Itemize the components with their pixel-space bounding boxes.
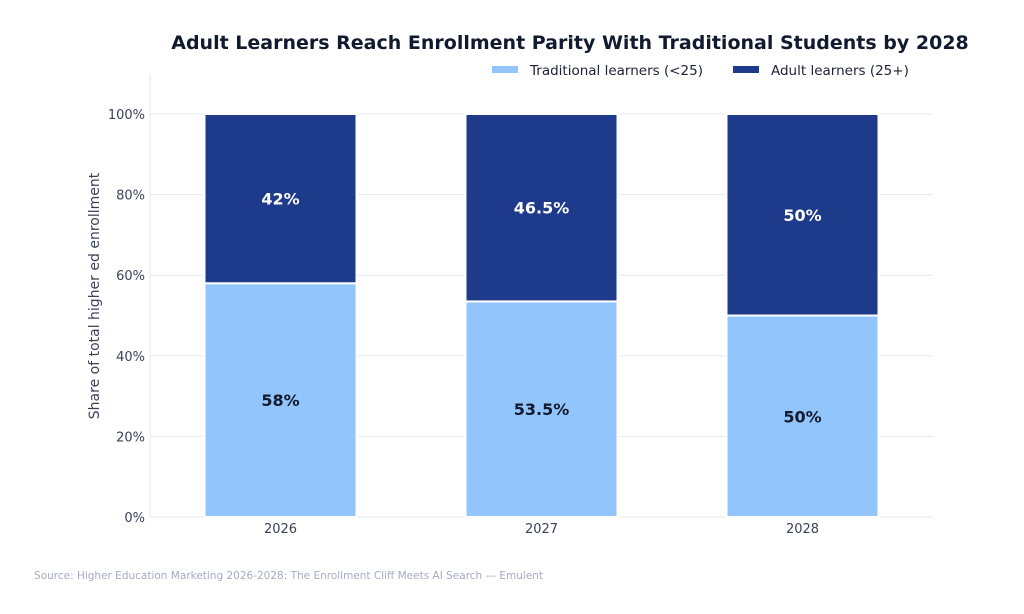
bar-segment xyxy=(464,300,619,518)
bar-segment xyxy=(725,113,880,317)
y-tick-label: 20% xyxy=(116,430,145,445)
legend: Traditional learners (<25) Adult learners… xyxy=(492,63,909,79)
data-label: 53.5% xyxy=(514,400,570,419)
chart-title: Adult Learners Reach Enrollment Parity W… xyxy=(171,32,969,54)
bar-segment xyxy=(203,282,358,519)
bar-segment xyxy=(203,113,358,285)
bar-segment xyxy=(464,113,619,303)
y-tick-label: 60% xyxy=(116,269,145,284)
legend-swatch xyxy=(492,66,518,73)
x-tick-label: 2028 xyxy=(786,522,819,537)
data-label: 50% xyxy=(783,206,821,225)
x-tick-label: 2026 xyxy=(264,522,297,537)
x-tick-label: 2027 xyxy=(525,522,558,537)
y-axis-label: Share of total higher ed enrollment xyxy=(87,172,103,419)
data-label: 42% xyxy=(261,190,299,209)
legend-label: Adult learners (25+) xyxy=(771,63,909,79)
legend-swatch xyxy=(732,66,759,73)
y-tick-label: 100% xyxy=(108,108,145,123)
data-label: 50% xyxy=(783,407,821,426)
y-tick-label: 80% xyxy=(116,189,145,204)
data-label: 58% xyxy=(261,391,299,410)
y-tick-label: 0% xyxy=(124,511,145,526)
legend-label: Traditional learners (<25) xyxy=(529,63,703,79)
bar-segment xyxy=(725,314,880,518)
data-label: 46.5% xyxy=(514,199,570,218)
y-tick-label: 40% xyxy=(116,350,145,365)
bars: 58% 42% 53.5% 46.5% 50% 50% xyxy=(203,113,880,519)
source-note: Source: Higher Education Marketing 2026-… xyxy=(34,570,543,582)
